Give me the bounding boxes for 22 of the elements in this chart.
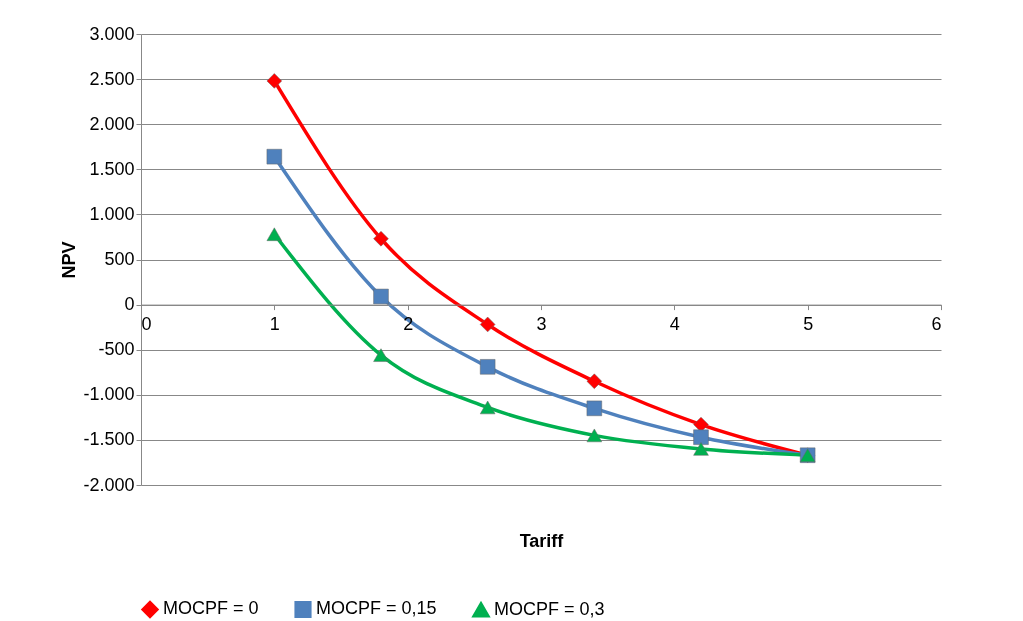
y-tick-label: -2.000 (83, 474, 135, 495)
x-tick-label: 4 (669, 314, 680, 335)
y-axis-title: NPV (59, 241, 80, 279)
y-tick-label: 3.000 (89, 23, 135, 44)
x-tick-label: 5 (803, 314, 814, 335)
x-axis-title: Tariff (519, 530, 565, 551)
y-tick-label: 500 (104, 249, 135, 269)
y-tick-label: 1.500 (89, 158, 135, 179)
legend-label: MOCPF = 0,15 (316, 598, 437, 619)
y-tick-label: -1.500 (83, 429, 135, 450)
x-tick-label: 0 (141, 314, 152, 335)
y-tick-label: -500 (98, 339, 135, 360)
x-tick-label: 3 (536, 314, 547, 335)
y-tick-label: -1.000 (83, 384, 135, 405)
legend-label: MOCPF = 0 (163, 598, 259, 619)
legend-label: MOCPF = 0,3 (494, 598, 605, 619)
y-tick-label: 2.500 (89, 68, 135, 89)
y-tick-label: 2.000 (89, 113, 135, 134)
y-tick-label: 1.000 (89, 203, 135, 224)
x-tick-label: 6 (931, 314, 942, 335)
x-tick-label: 1 (269, 314, 280, 335)
y-tick-label: 0 (124, 294, 135, 315)
